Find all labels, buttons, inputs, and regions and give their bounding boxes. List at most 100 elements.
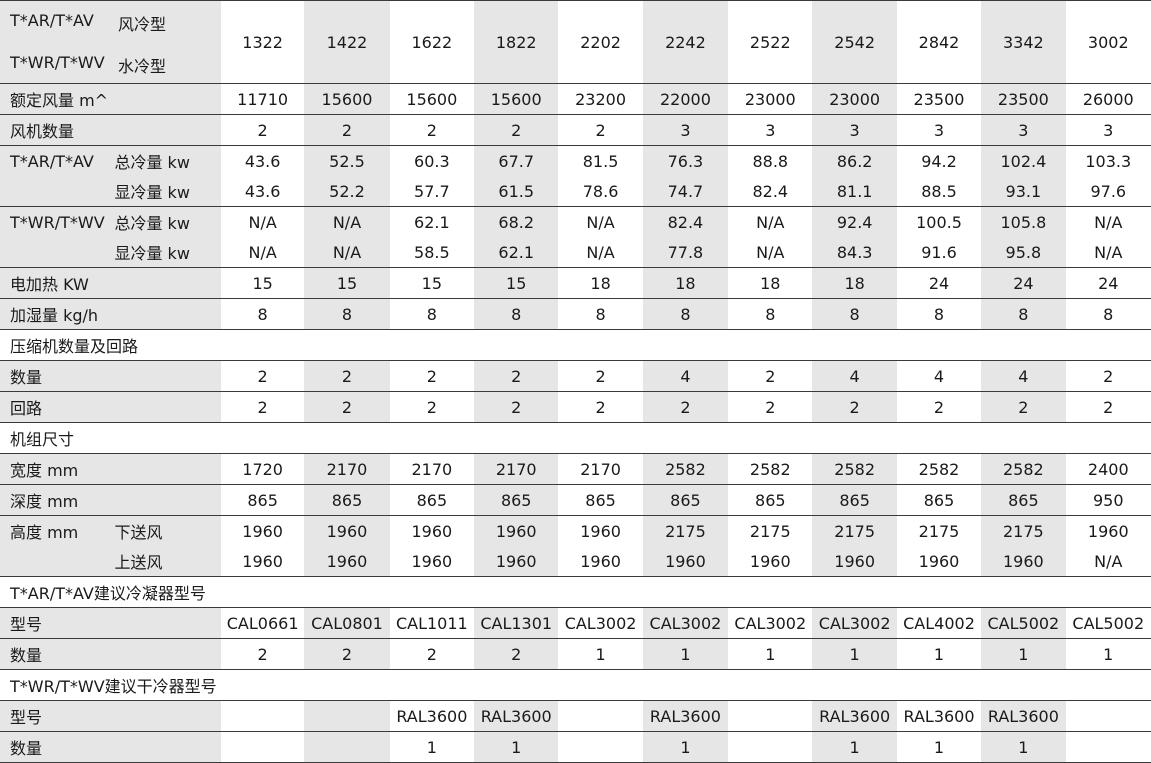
value-cell: 2 [642,391,729,423]
value-cell: 81.5 [558,145,643,176]
row-sublabel [108,298,221,330]
row-label: 额定风量 m^3/h [0,83,109,115]
model-header-cell: 3342 [981,0,1066,84]
value-cell: 100.5 [896,206,982,237]
value-cell: 15600 [304,83,390,115]
value-cell [728,700,813,732]
value-cell: 86.2 [812,145,897,176]
value-cell: RAL3600 [812,700,897,732]
table-row: 数量 2 2 2 2 2 4 2 4 4 4 2 [0,360,1151,392]
value-cell: 1960 [1065,515,1151,546]
value-cell: 2175 [981,515,1066,546]
value-cell: 93.1 [981,176,1066,207]
value-cell: 2 [812,391,897,423]
value-cell: 18 [558,267,643,299]
row-label [0,176,109,207]
value-cell: 68.2 [474,206,559,237]
value-cell: 77.8 [642,237,729,268]
value-cell: 1960 [981,546,1066,577]
value-cell: 865 [812,484,897,516]
value-cell: N/A [558,206,643,237]
value-cell: 2 [304,391,390,423]
value-cell: 2 [728,391,813,423]
table-row: 回路 2 2 2 2 2 2 2 2 2 2 2 [0,391,1151,423]
value-cell: 1720 [220,453,305,485]
value-cell: 15600 [474,83,559,115]
row-sublabel: 上送风 [108,546,221,577]
table-row: T*AR/T*AV 总冷量 kw 43.6 52.5 60.3 67.7 81.5 76.3 8… [0,145,1151,176]
table-row: 额定风量 m^3/h117101560015600156002320022000… [0,83,1151,115]
value-cell: 97.6 [1090,181,1127,201]
model-header-cell: 1322 [220,0,305,84]
value-cell: 8 [558,298,643,330]
value-cell [304,731,390,763]
value-cell: 1 [896,638,982,670]
value-cell: CAL4002 [896,607,982,639]
value-cell: 18 [728,267,813,299]
value-cell: 8 [896,298,982,330]
value-cell: 23000 [812,83,897,115]
value-cell: 74.7 [642,176,729,207]
table-row: 电加热 KW 15 15 15 15 18 18 18 18 24 24 24 [0,267,1151,299]
value-cell: 865 [304,484,390,516]
table-row: 数量 2 2 2 2 1 1 1 1 1 1 1 [0,638,1151,670]
model-header-cell: 1422 [304,0,390,84]
value-cell: 24 [981,267,1066,299]
model-header-cell: 1822 [474,0,559,84]
value-cell: 43.6 [244,181,281,201]
value-cell: 52.2 [304,176,390,207]
value-cell: 82.4 [752,181,789,201]
value-cell: 8 [981,298,1066,330]
value-cell: CAL5002 [981,607,1066,639]
value-cell: 84.3 [812,237,897,268]
value-cell: 88.5 [921,181,957,201]
value-cell: 2 [1065,360,1151,392]
value-cell: 865 [220,484,305,516]
section-title: T*AR/T*AV建议冷凝器型号 [0,576,1151,608]
value-cell: 2170 [389,453,475,485]
value-cell: 1960 [642,546,729,577]
value-cell: 3 [896,114,982,146]
row-sublabel [108,360,221,392]
value-cell: N/A [304,206,390,237]
value-cell: 2 [474,391,559,423]
value-cell: 2582 [812,453,897,485]
value-cell: 1960 [812,546,897,577]
value-cell: 105.8 [981,206,1066,237]
value-cell: 2 [220,114,305,146]
model-header-cell: 2202 [558,0,643,84]
value-cell: 950 [1065,484,1151,516]
value-cell: CAL3002 [812,607,897,639]
value-cell: 3 [642,114,729,146]
value-cell: 1960 [411,551,453,571]
row-sublabel: 总冷量 kw [108,206,221,237]
table-row: 上送风 1960 1960 1960 1960 1960 1960 1960 1960 1960 1… [0,546,1151,577]
value-cell: 57.7 [414,181,450,201]
value-cell: 15 [304,267,390,299]
row-label [0,546,109,577]
model-header-cell: 2542 [812,0,897,84]
value-cell: 1960 [242,551,283,571]
value-cell: 2175 [728,515,813,546]
value-cell: 23000 [728,83,813,115]
value-cell: 78.6 [582,181,619,201]
value-cell: 865 [728,484,813,516]
value-cell: 1 [812,731,897,763]
value-cell: N/A [756,242,785,262]
row-label: 高度 mm [0,515,109,546]
row-sublabel [108,607,221,639]
value-cell: N/A [304,237,390,268]
value-cell: 2170 [558,453,643,485]
value-cell: 8 [389,298,475,330]
value-cell: 1960 [220,515,305,546]
value-cell: 1 [1065,638,1151,670]
value-cell: 1 [728,638,813,670]
value-cell: 1960 [474,515,559,546]
value-cell: 2 [220,638,305,670]
value-cell: 81.1 [812,176,897,207]
section-row: T*WR/T*WV建议干冷器型号 [0,669,1151,701]
value-cell: 94.2 [896,145,982,176]
row-sublabel: 总冷量 kw [108,145,221,176]
row-label: T*AR/T*AV [0,145,109,176]
value-cell: CAL1011 [389,607,475,639]
